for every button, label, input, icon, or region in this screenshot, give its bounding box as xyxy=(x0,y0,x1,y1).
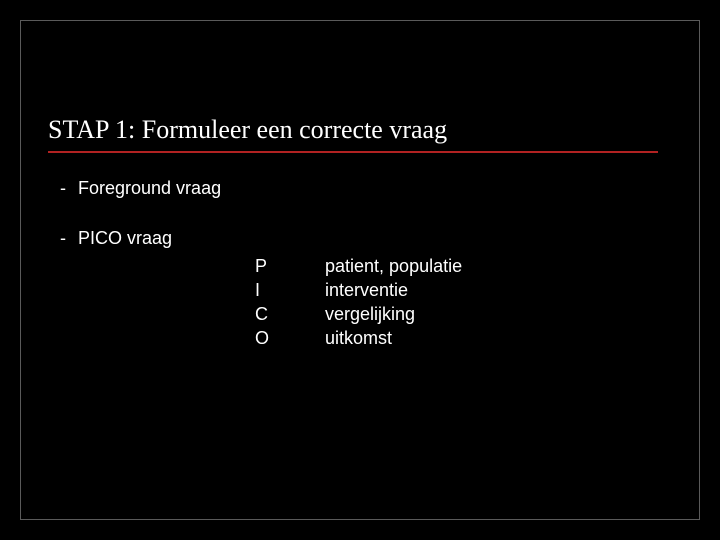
pico-letter-o: O xyxy=(255,326,325,350)
pico-meaning-c: vergelijking xyxy=(325,302,575,326)
bullet-pico-label: PICO vraag xyxy=(78,228,172,249)
pico-letter-p: P xyxy=(255,254,325,278)
pico-row-o: O uitkomst xyxy=(255,326,575,350)
slide-title: STAP 1: Formuleer een correcte vraag xyxy=(48,115,658,153)
pico-letter-i: I xyxy=(255,278,325,302)
bullet-pico: - PICO vraag xyxy=(48,228,172,249)
pico-meaning-i: interventie xyxy=(325,278,575,302)
pico-letter-c: C xyxy=(255,302,325,326)
pico-row-i: I interventie xyxy=(255,278,575,302)
pico-meaning-o: uitkomst xyxy=(325,326,575,350)
slide: STAP 1: Formuleer een correcte vraag - F… xyxy=(0,0,720,540)
bullet-dash-icon: - xyxy=(48,228,78,249)
pico-row-c: C vergelijking xyxy=(255,302,575,326)
pico-meaning-p: patient, populatie xyxy=(325,254,575,278)
bullet-foreground-label: Foreground vraag xyxy=(78,178,221,199)
slide-title-text: STAP 1: Formuleer een correcte vraag xyxy=(48,115,447,144)
pico-table: P patient, populatie I interventie C ver… xyxy=(255,254,575,350)
bullet-foreground: - Foreground vraag xyxy=(48,178,221,199)
bullet-dash-icon: - xyxy=(48,178,78,199)
pico-row-p: P patient, populatie xyxy=(255,254,575,278)
